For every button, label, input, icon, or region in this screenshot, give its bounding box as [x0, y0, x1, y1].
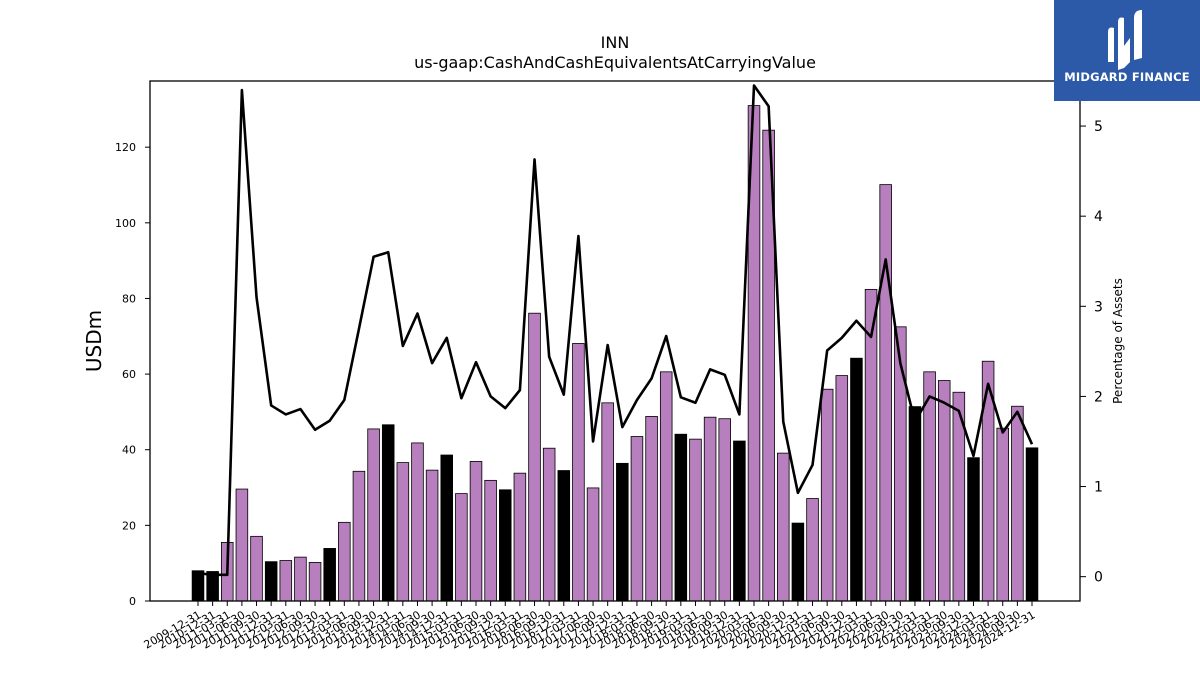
chart-subtitle: us-gaap:CashAndCashEquivalentsAtCarrying…	[414, 53, 816, 72]
y2-tick-label: 3	[1094, 299, 1103, 315]
bar	[499, 489, 512, 602]
y-axis-left: 0 20 40 60 80 100 120	[115, 141, 150, 608]
plot-frame	[149, 80, 1081, 602]
bar	[338, 521, 351, 602]
brand-name: MIDGARD FINANCE	[1064, 70, 1190, 84]
bar	[850, 357, 863, 602]
bar	[235, 488, 249, 602]
bar	[820, 388, 834, 602]
bar	[616, 462, 629, 602]
y2-tick-label: 2	[1094, 389, 1103, 405]
bar	[294, 556, 307, 602]
bar	[1011, 405, 1024, 602]
bar	[806, 498, 819, 602]
y-axis-label: USDm	[82, 310, 106, 372]
bar	[411, 442, 424, 602]
bar	[689, 438, 702, 602]
y2-tick-label: 0	[1094, 570, 1103, 586]
bar	[323, 548, 336, 602]
bar	[659, 371, 673, 602]
bar	[367, 428, 380, 602]
chart-title: INN	[601, 33, 630, 52]
bar	[630, 436, 644, 602]
y2-tick-label: 4	[1094, 209, 1103, 225]
x-axis: 2009-12-312010-12-312011-03-312011-06-30…	[142, 601, 1038, 652]
bar	[484, 479, 497, 602]
bar	[308, 562, 322, 602]
bar	[733, 440, 746, 602]
bar	[279, 560, 293, 602]
bar	[601, 402, 614, 602]
bar	[879, 184, 892, 602]
bar	[703, 416, 717, 602]
bar	[777, 452, 790, 602]
bar	[381, 424, 395, 602]
bar	[396, 462, 410, 602]
bar	[513, 472, 527, 602]
bar-series	[191, 105, 1039, 602]
bar	[835, 375, 849, 602]
bar	[674, 433, 688, 602]
bar	[557, 470, 571, 602]
midgard-logo-icon	[1108, 10, 1142, 70]
y-tick-label: 0	[129, 595, 136, 608]
bar	[923, 371, 936, 602]
y-tick-label: 100	[115, 217, 136, 230]
bar	[718, 418, 731, 602]
y-tick-label: 80	[122, 292, 136, 305]
bar	[542, 447, 556, 602]
bar	[937, 380, 951, 602]
bar	[425, 469, 439, 602]
bar	[528, 312, 541, 602]
bar	[352, 470, 366, 602]
bar	[469, 461, 483, 602]
y2-tick-label: 1	[1094, 480, 1103, 496]
bar	[645, 416, 658, 602]
bar	[191, 570, 205, 602]
bar	[1025, 447, 1039, 602]
bar	[996, 427, 1009, 602]
bar	[572, 343, 585, 602]
bar	[250, 535, 263, 602]
bar	[967, 457, 980, 602]
bar	[586, 487, 600, 602]
y2-axis-label: Percentage of Assets	[1111, 278, 1125, 404]
y2-tick-label: 5	[1094, 119, 1103, 135]
y-tick-label: 20	[122, 519, 136, 532]
y-tick-label: 40	[122, 444, 136, 457]
y-tick-label: 60	[122, 368, 136, 381]
brand-logo: MIDGARD FINANCE	[1054, 0, 1200, 101]
y-axis-right: 0 1 2 3 4 5	[1080, 119, 1103, 586]
percentage-line	[197, 84, 1034, 577]
bar	[455, 493, 468, 602]
line-series	[197, 84, 1034, 577]
bar	[440, 454, 453, 602]
bar	[791, 522, 805, 602]
bar	[908, 406, 922, 602]
y-tick-label: 120	[115, 141, 136, 154]
bar	[264, 561, 278, 602]
